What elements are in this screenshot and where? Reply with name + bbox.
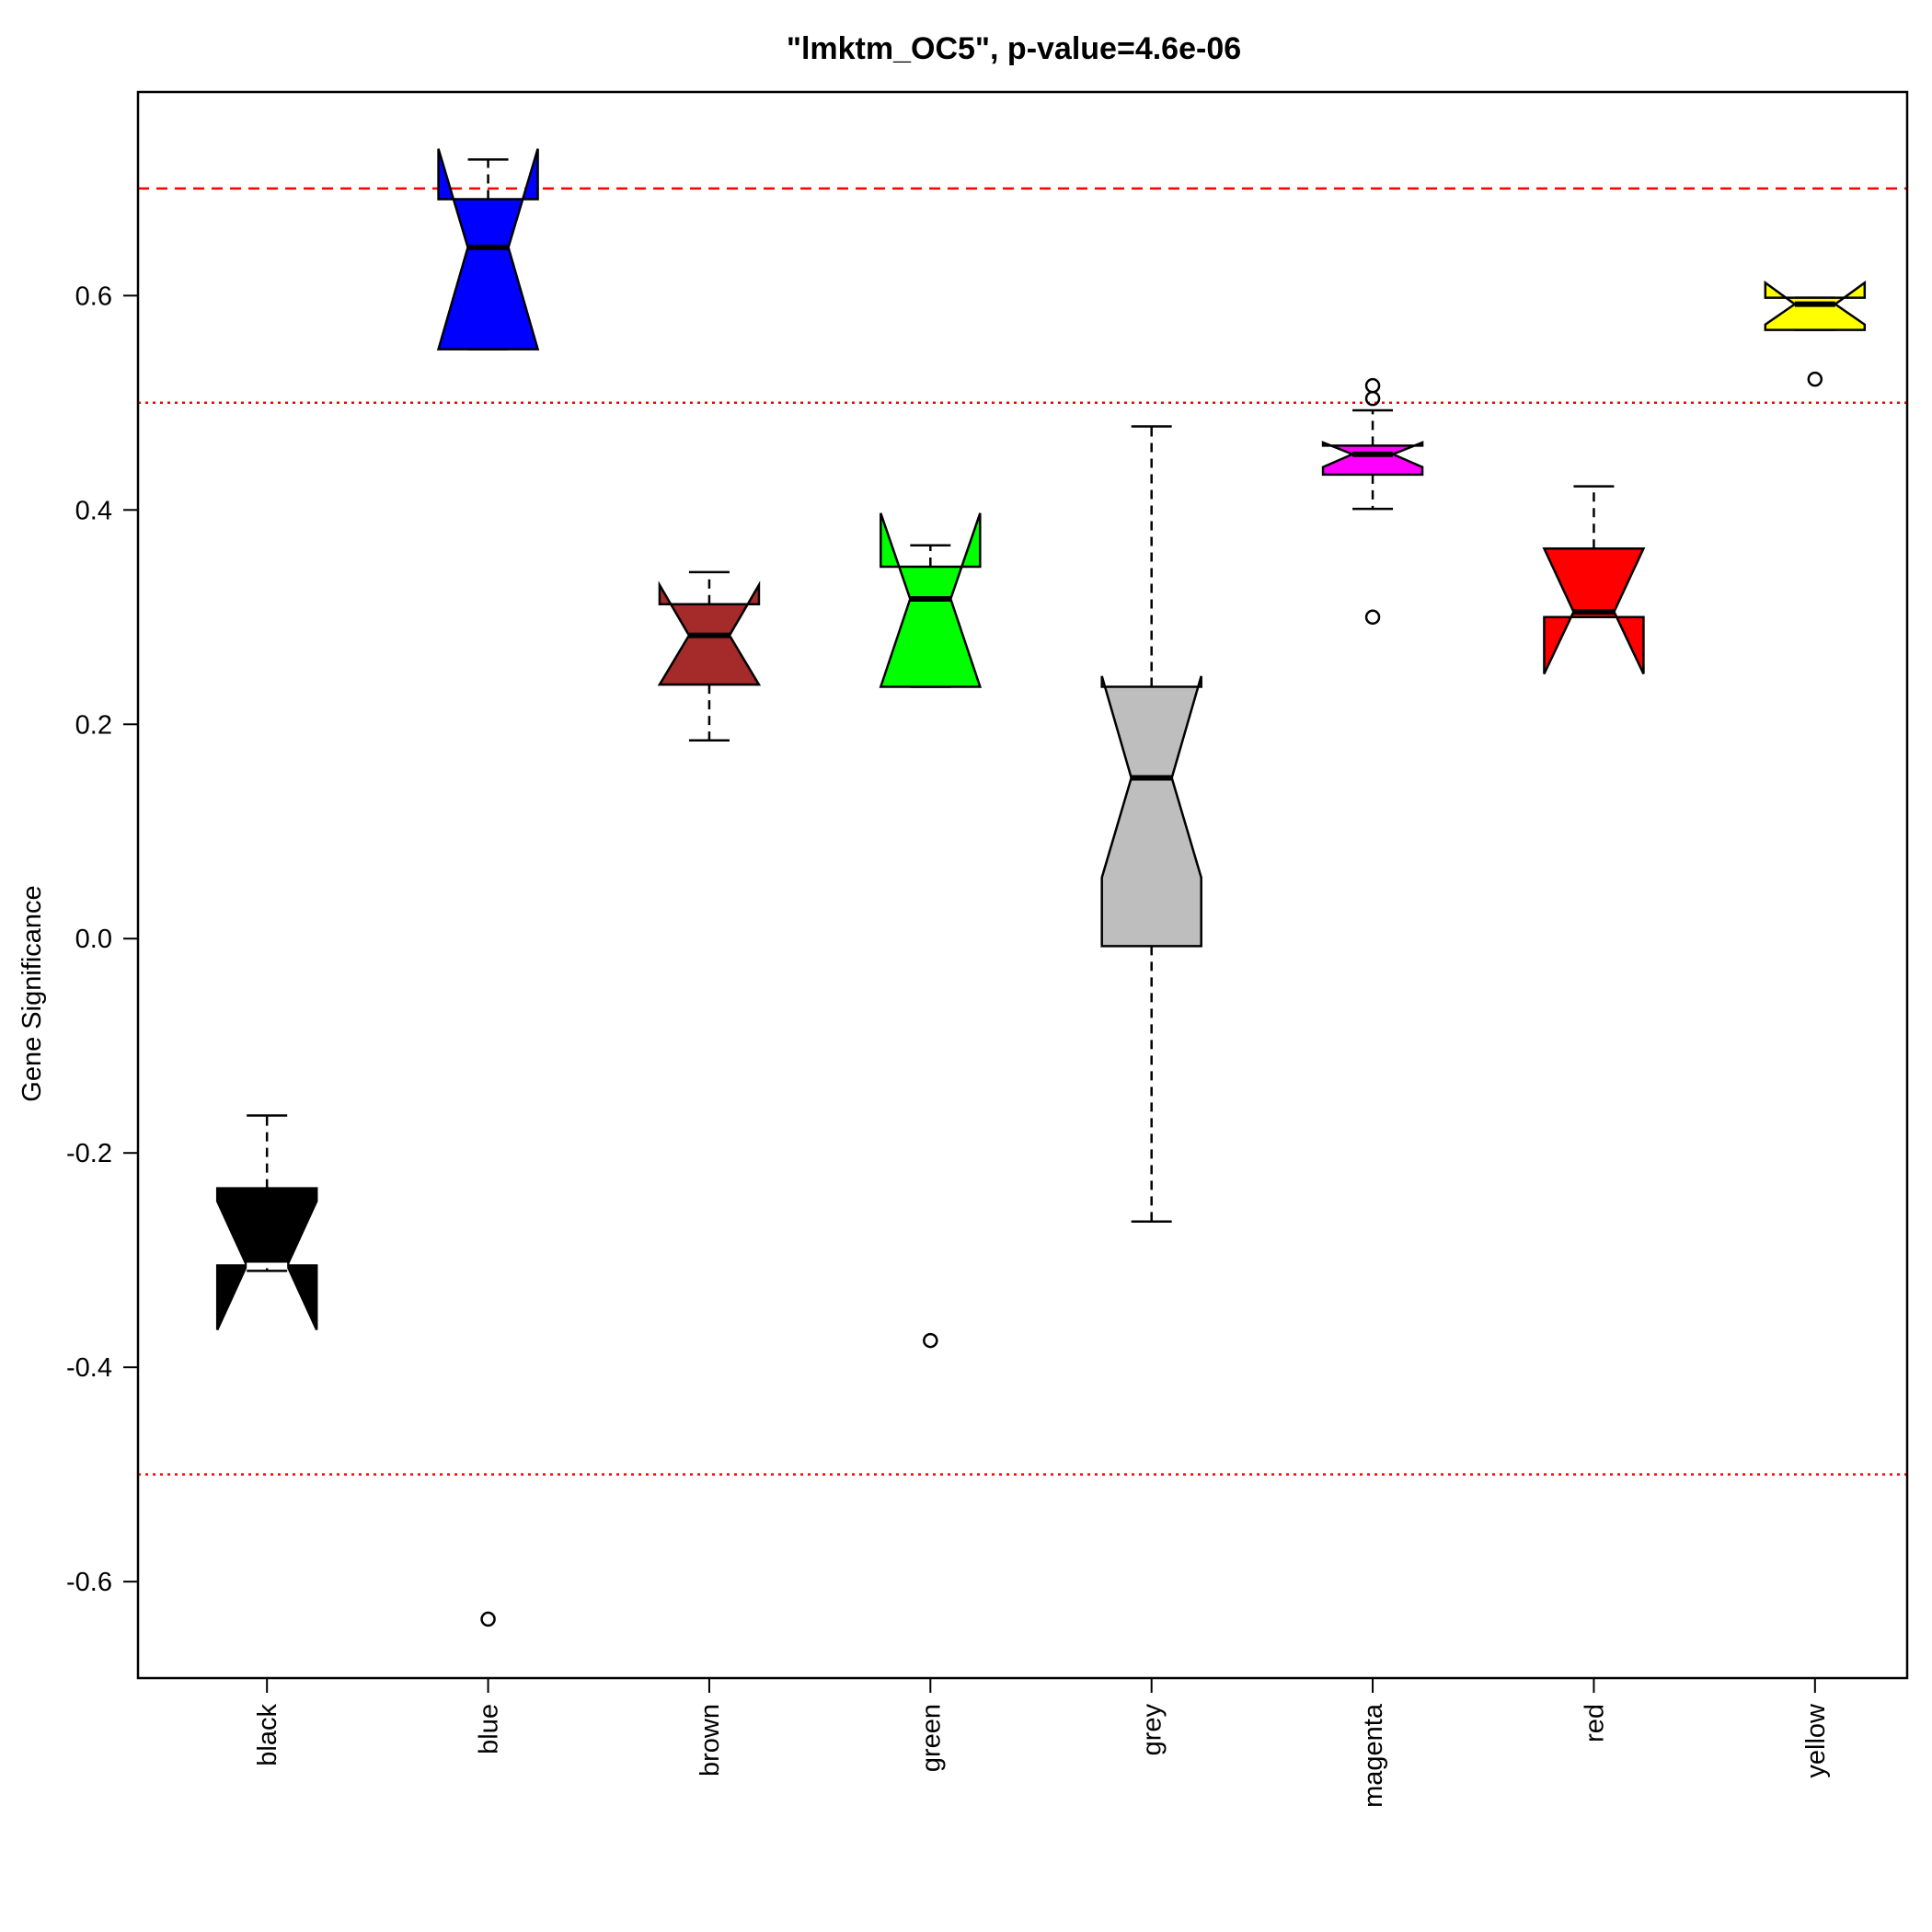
x-tick-label-green: green (916, 1704, 946, 1772)
box-magenta (1321, 441, 1424, 477)
outlier-magenta-0 (1364, 609, 1381, 626)
y-tick-label: -0.6 (66, 1568, 112, 1597)
box-black (215, 1187, 318, 1330)
y-tick-label: 0.2 (75, 710, 112, 740)
outlier-magenta-2 (1364, 377, 1381, 394)
plot-area: -0.6 -0.4 -0.2 0.0 0.2 0.4 0.6 black blue brown gr… (66, 90, 1909, 1808)
y-tick-label: 0.6 (75, 282, 112, 311)
outlier-magenta-1 (1364, 390, 1381, 407)
x-tick-label-black: black (253, 1704, 282, 1766)
x-tick-label-grey: grey (1138, 1704, 1167, 1756)
x-tick-label-yellow: yellow (1801, 1703, 1831, 1778)
x-tick-label-blue: blue (475, 1704, 504, 1754)
x-tick-label-brown: brown (696, 1704, 725, 1777)
x-tick-label-red: red (1580, 1704, 1609, 1742)
y-tick-label: 0.0 (75, 925, 112, 954)
outlier-blue-0 (480, 1611, 496, 1627)
box-grey (1100, 675, 1202, 948)
chart-title: "lmktm_OC5", p-value=4.6e-06 (787, 31, 1241, 66)
plot-frame (136, 90, 1909, 1680)
y-tick-label: -0.2 (66, 1139, 112, 1168)
x-tick-label-magenta: magenta (1359, 1703, 1388, 1808)
y-axis-label: Gene Significance (17, 885, 47, 1101)
outlier-yellow-0 (1807, 371, 1823, 387)
y-tick-label: -0.4 (66, 1353, 112, 1383)
outlier-green-0 (923, 1332, 938, 1349)
y-tick-label: 0.4 (75, 496, 112, 525)
